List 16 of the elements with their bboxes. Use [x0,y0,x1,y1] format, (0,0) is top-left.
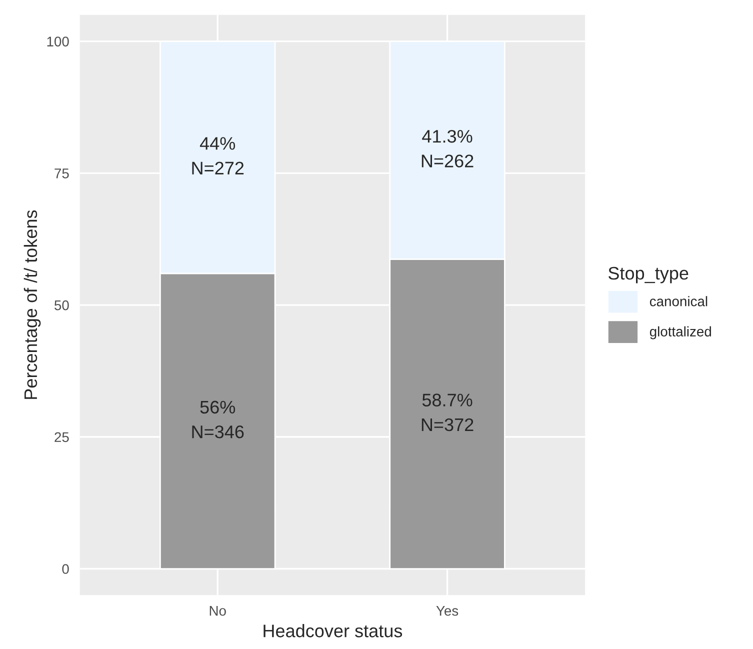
x-tick-label: Yes [436,606,458,616]
legend-title: Stop_type [608,266,688,284]
data-label: 56% N=346 [192,400,244,438]
legend-label: glottalized [650,326,711,340]
x-axis-title: Headcover status [264,624,402,638]
y-axis-title: Percentage of /t/ tokens [24,210,41,399]
y-tick-label: 25 [54,432,69,442]
y-tick-label: 100 [47,36,69,46]
legend-label: canonical [650,296,708,306]
x-tick-label: No [210,606,226,616]
y-tick-label: 0 [62,564,69,574]
data-label: 41.3% N=262 [422,130,474,168]
y-tick-label: 75 [54,168,69,178]
data-label: 44% N=272 [192,137,244,174]
data-label: 58.7% N=372 [422,394,474,432]
y-tick-label: 50 [54,300,69,310]
